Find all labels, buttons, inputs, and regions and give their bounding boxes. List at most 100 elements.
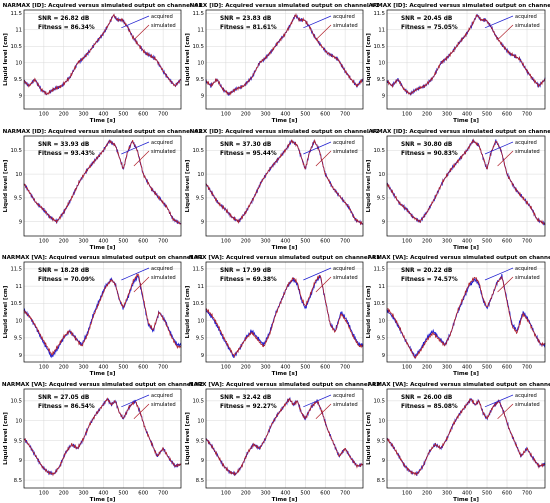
fitness-annotation: Fitness = 70.09% (38, 277, 95, 283)
fitness-annotation: Fitness = 86.54% (38, 404, 95, 410)
y-tick-label: 9 (201, 353, 204, 359)
y-tick-label: 10.5 (10, 399, 22, 405)
y-tick-label: 9.5 (196, 77, 204, 83)
legend-acquired: acquired (333, 140, 355, 146)
chart-panel-10: NARMAX [VA]: Acquired versus simulated o… (2, 382, 203, 503)
y-tick-label: 11 (197, 284, 204, 290)
y-tick-label: 10 (378, 61, 385, 67)
y-axis-label: Liquid level [cm] (366, 285, 372, 338)
legend-pointer-simulated (133, 403, 150, 419)
legend-pointer-simulated (497, 276, 514, 293)
x-tick-label: 200 (422, 239, 432, 245)
legend-pointer-acquired (484, 141, 514, 155)
x-tick-label: 300 (261, 491, 271, 497)
x-tick-label: 700 (522, 365, 532, 371)
fitness-annotation: Fitness = 95.44% (220, 151, 277, 157)
series-simulated (386, 138, 546, 225)
legend-pointer-simulated (497, 24, 514, 40)
legend-pointer-simulated (133, 24, 150, 40)
x-tick-label: 500 (300, 112, 310, 118)
chart-panel-7: NARMAX [VA]: Acquired versus simulated o… (2, 255, 203, 377)
y-tick-label: 9.5 (377, 196, 385, 202)
x-tick-label: 400 (462, 365, 472, 371)
series-simulated (386, 14, 546, 95)
y-tick-label: 10 (197, 318, 204, 324)
series-acquired (386, 274, 546, 360)
x-axis-label: Time [s] (453, 497, 479, 503)
legend-pointer-simulated (315, 150, 332, 167)
x-tick-label: 100 (402, 239, 412, 245)
x-tick-label: 100 (39, 365, 49, 371)
y-axis-label: Liquid level [cm] (3, 412, 9, 465)
series-simulated (23, 139, 182, 225)
x-tick-label: 100 (39, 112, 49, 118)
y-tick-label: 11.5 (373, 11, 385, 17)
y-tick-label: 11.5 (192, 11, 204, 17)
x-axis-label: Time [s] (90, 118, 116, 124)
x-tick-label: 500 (300, 239, 310, 245)
y-tick-label: 9.5 (196, 438, 204, 444)
fitness-annotation: Fitness = 69.38% (220, 277, 277, 283)
snr-annotation: SNR = 20.22 dB (401, 268, 453, 274)
x-tick-label: 300 (261, 365, 271, 371)
y-tick-label: 9 (201, 458, 204, 464)
chart-panel-2: NARX [ID]: Acquired versus simulated out… (185, 3, 379, 124)
chart-title: ARMAX [ID]: Acquired versus simulated ou… (369, 129, 550, 135)
series-simulated (23, 273, 182, 356)
axes-frame (205, 388, 364, 489)
legend-simulated: simulated (333, 402, 358, 408)
x-tick-label: 700 (158, 112, 168, 118)
series-acquired (23, 398, 182, 476)
y-tick-label: 9.5 (377, 77, 385, 83)
legend-simulated: simulated (151, 402, 176, 408)
series-simulated (23, 13, 182, 96)
x-tick-label: 400 (281, 365, 291, 371)
chart-panel-9: ARMAX [VA]: Acquired versus simulated ou… (366, 255, 550, 377)
x-tick-label: 500 (300, 491, 310, 497)
y-axis-label: Liquid level [cm] (366, 159, 372, 212)
x-axis-label: Time [s] (453, 245, 479, 251)
x-tick-label: 400 (99, 239, 109, 245)
x-tick-label: 700 (158, 239, 168, 245)
legend-acquired: acquired (515, 14, 537, 20)
axes-frame (205, 9, 364, 110)
x-axis-label: Time [s] (90, 371, 116, 377)
x-tick-label: 100 (39, 491, 49, 497)
legend-pointer-acquired (121, 394, 150, 408)
x-tick-label: 700 (522, 491, 532, 497)
y-tick-label: 10.5 (373, 399, 385, 405)
y-tick-label: 8.5 (196, 478, 204, 484)
y-axis-label: Liquid level [cm] (3, 285, 9, 338)
chart-title: ARMAX [VA]: Acquired versus simulated ou… (368, 382, 550, 388)
series-simulated (23, 397, 182, 477)
x-tick-label: 400 (462, 491, 472, 497)
legend-simulated: simulated (151, 23, 176, 29)
x-tick-label: 700 (158, 365, 168, 371)
x-tick-label: 700 (158, 491, 168, 497)
x-tick-label: 400 (462, 239, 472, 245)
axes-frame (386, 135, 546, 237)
x-axis-label: Time [s] (90, 497, 116, 503)
y-tick-label: 9 (19, 220, 22, 226)
snr-annotation: SNR = 23.83 dB (220, 16, 272, 22)
x-tick-label: 100 (221, 239, 231, 245)
chart-title: NARX [ID]: Acquired versus simulated out… (190, 129, 380, 135)
series-acquired (386, 397, 546, 476)
x-tick-label: 700 (340, 239, 350, 245)
legend-pointer-acquired (303, 267, 332, 281)
legend-pointer-simulated (133, 150, 150, 167)
x-tick-label: 300 (79, 491, 89, 497)
x-tick-label: 600 (502, 112, 512, 118)
legend-pointer-simulated (497, 150, 514, 167)
axes-frame (386, 261, 546, 363)
x-tick-label: 600 (138, 365, 148, 371)
axes-frame (23, 261, 182, 363)
x-tick-label: 700 (522, 239, 532, 245)
x-axis-label: Time [s] (90, 245, 116, 251)
y-tick-label: 11 (197, 28, 204, 34)
x-tick-label: 300 (261, 239, 271, 245)
x-tick-label: 200 (241, 239, 251, 245)
legend-acquired: acquired (151, 14, 173, 20)
legend-acquired: acquired (333, 14, 355, 20)
legend-pointer-simulated (315, 24, 332, 40)
